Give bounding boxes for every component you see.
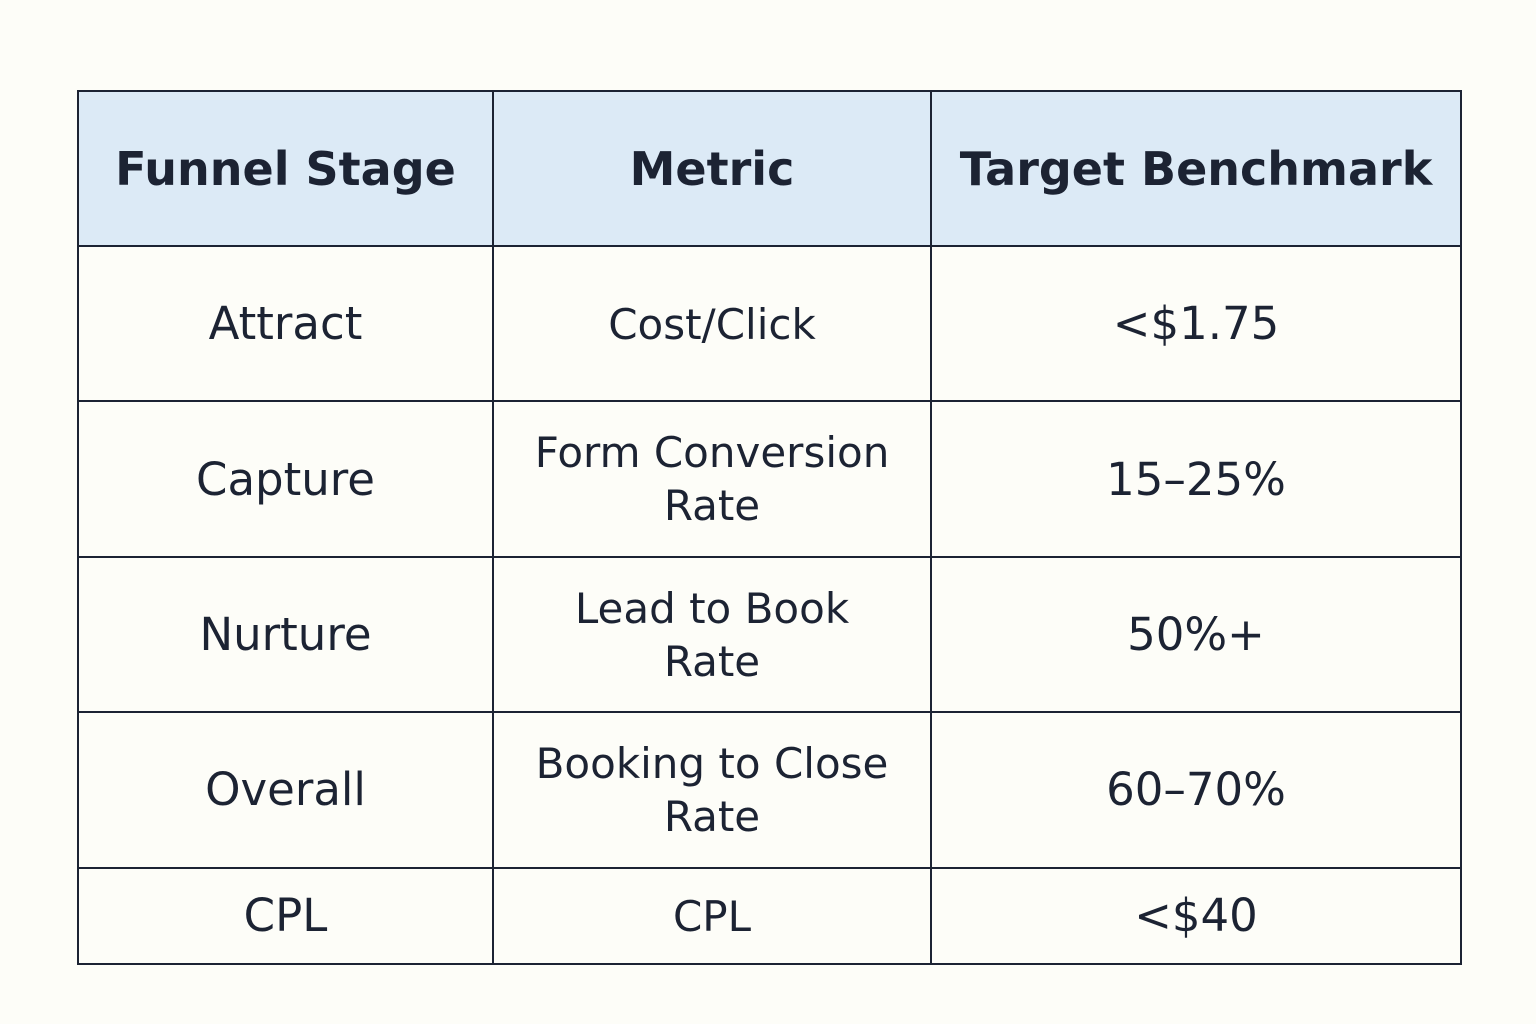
metric-cell: Cost/Click [492, 244, 932, 403]
header-funnel-stage: Funnel Stage [77, 90, 494, 247]
metric-cell: Form Conversion Rate [492, 400, 932, 558]
table-row: CPL CPL <$40 [77, 866, 1462, 966]
stage-cell: Overall [77, 711, 494, 869]
stage-cell: Capture [77, 400, 494, 558]
header-row: Funnel Stage Metric Target Benchmark [77, 90, 1462, 247]
benchmark-cell: <$40 [930, 866, 1462, 966]
benchmark-table: Funnel Stage Metric Target Benchmark Att… [77, 90, 1462, 966]
stage-cell: CPL [77, 866, 494, 966]
metric-text: Form Conversion Rate [534, 428, 890, 531]
header-metric: Metric [492, 90, 932, 247]
table-row: Overall Booking to Close Rate 60–70% [77, 711, 1462, 869]
metric-cell: Lead to Book Rate [492, 555, 932, 714]
table-row: Capture Form Conversion Rate 15–25% [77, 400, 1462, 558]
benchmark-cell: 60–70% [930, 711, 1462, 869]
metric-text: Lead to Book Rate [574, 583, 850, 686]
metric-text: Cost/Click [608, 299, 816, 349]
table-header: Funnel Stage Metric Target Benchmark [77, 90, 1462, 247]
benchmark-cell: <$1.75 [930, 244, 1462, 403]
table-row: Attract Cost/Click <$1.75 [77, 244, 1462, 403]
metric-cell: Booking to Close Rate [492, 711, 932, 869]
header-target-benchmark: Target Benchmark [930, 90, 1462, 247]
stage-cell: Nurture [77, 555, 494, 714]
table-row: Nurture Lead to Book Rate 50%+ [77, 555, 1462, 714]
metric-text: Booking to Close Rate [535, 738, 889, 841]
benchmark-cell: 50%+ [930, 555, 1462, 714]
benchmark-cell: 15–25% [930, 400, 1462, 558]
metric-text: CPL [672, 891, 752, 941]
metric-cell: CPL [492, 866, 932, 966]
stage-cell: Attract [77, 244, 494, 403]
table-body: Attract Cost/Click <$1.75 Capture Form C… [77, 244, 1462, 966]
